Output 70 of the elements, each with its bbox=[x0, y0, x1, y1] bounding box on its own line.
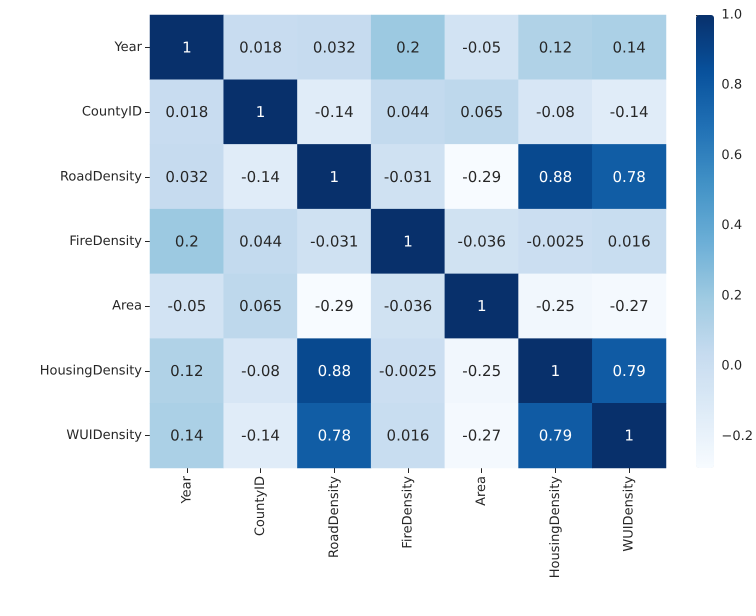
data-label: 0.78 bbox=[612, 168, 646, 186]
data-label: 0.88 bbox=[318, 362, 351, 380]
data-label: 0.79 bbox=[612, 362, 646, 380]
y-tick-label: Year bbox=[113, 40, 143, 55]
data-label: 0.78 bbox=[318, 426, 351, 445]
data-label: 1 bbox=[256, 103, 266, 122]
data-label: 0.016 bbox=[608, 232, 651, 250]
x-tick-label: HousingDensity bbox=[548, 476, 563, 578]
data-label: 0.2 bbox=[396, 38, 420, 56]
data-label: -0.0025 bbox=[379, 362, 437, 380]
y-tick-label: RoadDensity bbox=[60, 169, 142, 184]
data-label: 0.065 bbox=[239, 297, 282, 316]
data-label: 0.044 bbox=[386, 103, 430, 122]
y-tick-label: CountyID bbox=[82, 104, 142, 120]
y-tick-label: HousingDensity bbox=[40, 363, 142, 378]
y-tick-label: WUIDensity bbox=[66, 428, 142, 444]
data-label: -0.29 bbox=[314, 297, 354, 316]
color-bar-label: 0.6 bbox=[721, 148, 742, 163]
data-label: 0.14 bbox=[612, 38, 646, 56]
data-label: 0.044 bbox=[239, 232, 282, 250]
color-bar-label: 0.2 bbox=[721, 288, 742, 304]
data-label: 0.016 bbox=[386, 426, 430, 445]
data-label: -0.25 bbox=[462, 362, 502, 380]
data-label: 0.79 bbox=[538, 426, 572, 445]
data-label: 0.12 bbox=[170, 362, 204, 380]
data-label: -0.05 bbox=[462, 38, 502, 56]
x-tick-label: Year bbox=[179, 475, 194, 505]
data-label: -0.08 bbox=[241, 362, 280, 380]
x-tick-label: CountyID bbox=[253, 476, 268, 536]
data-label: -0.0025 bbox=[526, 232, 584, 250]
data-label: 1 bbox=[330, 168, 340, 186]
color-bar-label: 0.0 bbox=[721, 358, 742, 374]
data-label: -0.25 bbox=[536, 297, 575, 316]
data-label: -0.031 bbox=[384, 168, 432, 186]
color-bar-label: 0.8 bbox=[721, 78, 742, 93]
color-bar-label: −0.2 bbox=[721, 428, 754, 444]
x-tick-label: WUIDensity bbox=[622, 476, 637, 552]
data-label: 1 bbox=[182, 38, 192, 56]
data-label: -0.14 bbox=[314, 103, 354, 122]
data-label: 0.88 bbox=[538, 168, 572, 186]
data-label: 0.018 bbox=[165, 103, 208, 122]
y-tick-label: FireDensity bbox=[69, 234, 142, 249]
x-tick-label: Area bbox=[474, 476, 490, 506]
data-label: 0.065 bbox=[460, 103, 504, 122]
data-label: -0.08 bbox=[536, 103, 575, 122]
data-label: -0.05 bbox=[167, 297, 206, 316]
data-label: -0.14 bbox=[241, 168, 280, 186]
data-label: 0.12 bbox=[538, 38, 572, 56]
color-bar-label: 1.0 bbox=[721, 8, 742, 22]
data-label: -0.29 bbox=[462, 168, 502, 186]
x-tick-label: FireDensity bbox=[400, 476, 416, 549]
data-label: -0.036 bbox=[458, 232, 506, 250]
data-label: -0.14 bbox=[241, 426, 280, 445]
data-label: 0.14 bbox=[170, 426, 204, 445]
y-tick-label: Area bbox=[112, 298, 142, 314]
x-tick-label: RoadDensity bbox=[326, 476, 342, 558]
data-label: 0.018 bbox=[239, 38, 282, 56]
data-label: -0.036 bbox=[384, 297, 432, 316]
data-label: 1 bbox=[624, 426, 634, 445]
data-label: 1 bbox=[550, 362, 560, 380]
data-label: -0.27 bbox=[610, 297, 649, 316]
data-label: -0.031 bbox=[310, 232, 358, 250]
data-label: 0.032 bbox=[165, 168, 208, 186]
color-bar-label: 0.4 bbox=[721, 218, 742, 234]
data-label: 0.2 bbox=[174, 232, 199, 250]
data-label: -0.27 bbox=[462, 426, 502, 445]
data-label: -0.14 bbox=[610, 103, 649, 122]
data-label: 0.032 bbox=[312, 38, 356, 56]
data-label: 1 bbox=[476, 297, 486, 316]
data-label: 1 bbox=[403, 232, 413, 250]
